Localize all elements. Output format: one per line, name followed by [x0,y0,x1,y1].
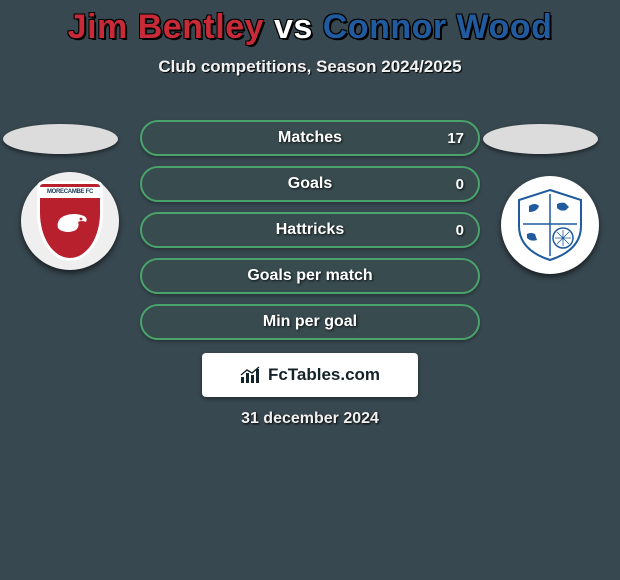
stat-label: Goals per match [247,267,372,285]
stat-label: Min per goal [263,313,357,331]
stat-row: Min per goal [140,304,480,340]
stat-row: Goals per match [140,258,480,294]
date-text: 31 december 2024 [0,410,620,428]
stat-row: Matches 17 [140,120,480,156]
stat-label: Matches [278,129,342,147]
subtitle: Club competitions, Season 2024/2025 [0,57,620,77]
stat-right-value: 0 [456,222,464,239]
bar-chart-icon [240,366,262,384]
shrimp-icon [54,210,90,236]
stat-row: Hattricks 0 [140,212,480,248]
stat-row: Goals 0 [140,166,480,202]
brand-badge: FcTables.com [202,353,418,397]
morecambe-shield: MORECAMBE FC [37,181,103,261]
vs-text: vs [274,8,313,46]
player1-club-badge: MORECAMBE FC [21,172,119,270]
player2-club-badge [501,176,599,274]
player1-name: Jim Bentley [68,8,264,46]
player2-name: Connor Wood [323,8,553,46]
stat-label: Hattricks [276,221,344,239]
stats-container: Matches 17 Goals 0 Hattricks 0 Goals per match… [140,120,480,350]
brand-text: FcTables.com [268,365,380,385]
tranmere-crest-icon [511,186,589,264]
player1-platform-oval [3,124,118,154]
stat-right-value: 17 [447,130,464,147]
morecambe-shield-text: MORECAMBE FC [40,187,100,198]
page-title: Jim Bentley vs Connor Wood [0,0,620,47]
stat-right-value: 0 [456,176,464,193]
stat-label: Goals [288,175,332,193]
player2-platform-oval [483,124,598,154]
